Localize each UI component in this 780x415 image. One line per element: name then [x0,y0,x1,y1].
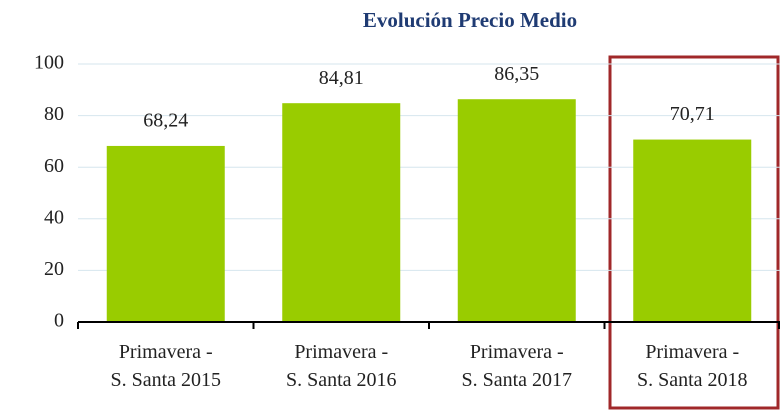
x-tick-label: Primavera -S. Santa 2016 [286,341,397,391]
bar [633,139,752,322]
value-label: 84,81 [319,67,364,89]
y-tick-label: 20 [44,258,64,280]
y-tick-label: 40 [44,206,64,228]
x-tick-label: Primavera -S. Santa 2015 [110,341,221,391]
value-label: 86,35 [494,63,539,85]
bar [282,103,401,322]
value-label: 68,24 [143,110,188,132]
x-tick-label: Primavera -S. Santa 2017 [461,341,572,391]
x-tick-label: Primavera -S. Santa 2018 [637,341,748,391]
y-tick-label: 60 [44,155,64,177]
bar [106,145,225,322]
bar [457,99,576,322]
y-tick-label: 100 [34,52,64,74]
y-tick-label: 80 [44,103,64,125]
value-label: 70,71 [670,103,715,125]
highlight-box [608,55,780,410]
chart-title: Evolución Precio Medio [363,8,577,32]
y-tick-label: 0 [54,310,64,332]
